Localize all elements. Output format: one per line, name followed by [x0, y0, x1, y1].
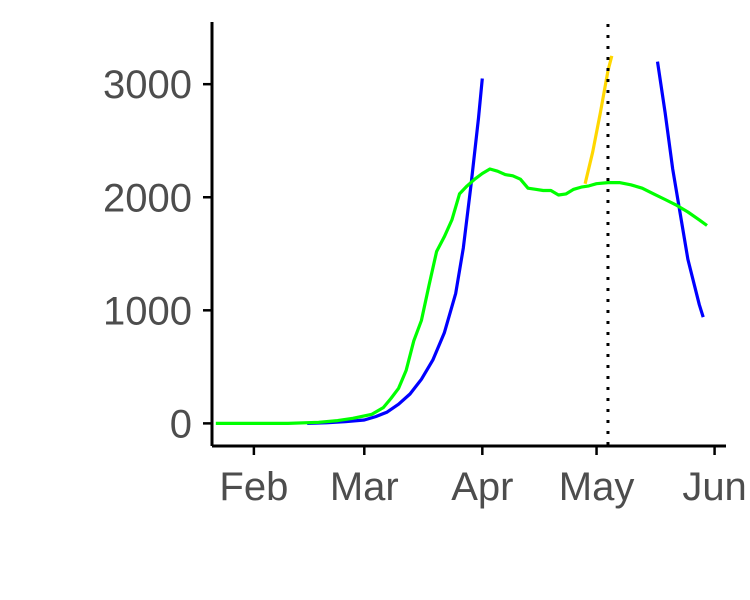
y-tick-label: 0	[170, 402, 192, 446]
series-line	[583, 55, 614, 185]
plot-area	[215, 24, 708, 446]
series-line	[655, 61, 705, 318]
x-axis: Feb Mar Apr May Jun	[212, 444, 747, 509]
x-tick-label: Feb	[219, 465, 288, 509]
series-line	[307, 78, 484, 425]
x-tick-label: Apr	[451, 465, 513, 509]
x-tick-label: Jun	[682, 465, 747, 509]
y-axis: 0 1000 2000 3000	[103, 22, 214, 446]
y-tick-label: 1000	[103, 289, 192, 333]
y-tick-label: 3000	[103, 63, 192, 107]
y-tick-label: 2000	[103, 176, 192, 220]
series-line	[215, 167, 708, 425]
x-tick-label: May	[559, 465, 635, 509]
x-tick-label: Mar	[330, 465, 399, 509]
